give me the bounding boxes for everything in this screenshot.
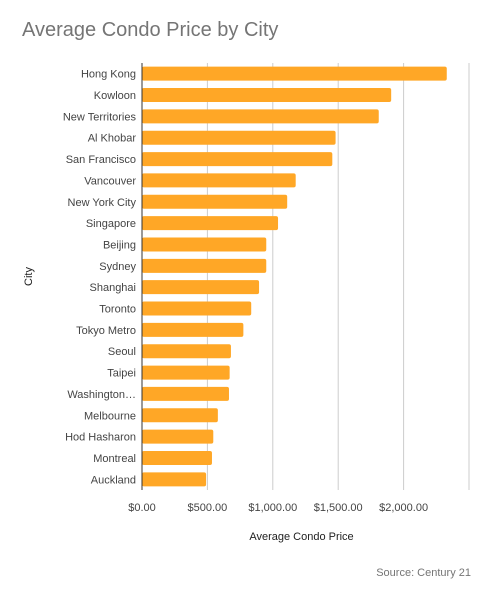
bar (142, 130, 336, 145)
bar (142, 88, 392, 103)
y-tick-label: Beijing (103, 239, 136, 251)
x-tick-label: $0.00 (128, 502, 156, 514)
x-tick-label: $1,500.00 (314, 502, 363, 514)
x-tick-label: $500.00 (188, 502, 228, 514)
y-tick-label: Auckland (91, 474, 136, 486)
y-axis-title: City (23, 267, 35, 286)
bar (142, 408, 218, 423)
bar (142, 322, 244, 337)
y-tick-label: Montreal (93, 453, 136, 465)
bar (142, 194, 288, 209)
y-tick-label: New York City (68, 197, 137, 209)
bar (142, 280, 260, 295)
y-tick-label: Hong Kong (81, 69, 136, 81)
y-tick-label: Shanghai (90, 282, 137, 294)
source-note: Source: Century 21 (376, 567, 471, 579)
bar (142, 344, 231, 359)
bar (142, 258, 267, 273)
bar (142, 429, 214, 444)
y-tick-label: Melbourne (84, 410, 136, 422)
y-tick-label: Seoul (108, 346, 136, 358)
y-tick-label: Hod Hasharon (65, 432, 136, 444)
y-tick-label: Washington… (67, 389, 136, 401)
y-tick-label: Vancouver (84, 175, 136, 187)
y-tick-label: Sydney (99, 261, 136, 273)
y-tick-label: Toronto (99, 304, 136, 316)
bar (142, 173, 296, 188)
x-tick-label: $2,000.00 (379, 502, 428, 514)
bar (142, 301, 252, 316)
y-tick-label: San Francisco (66, 154, 136, 166)
x-axis-title: Average Condo Price (249, 531, 353, 543)
bar (142, 109, 379, 124)
y-tick-label: Singapore (86, 218, 136, 230)
y-tick-label: Tokyo Metro (76, 325, 136, 337)
y-tick-label: Taipei (107, 368, 136, 380)
y-tick-label: Al Khobar (88, 133, 137, 145)
bar (142, 365, 230, 380)
y-tick-label: New Territories (63, 111, 137, 123)
bar (142, 66, 447, 81)
bar (142, 450, 212, 465)
bar (142, 472, 207, 487)
chart-title: Average Condo Price by City (22, 19, 279, 41)
bar (142, 386, 229, 401)
bar (142, 237, 267, 252)
x-tick-label: $1,000.00 (248, 502, 297, 514)
bar (142, 216, 279, 231)
y-tick-label: Kowloon (94, 90, 136, 102)
bar (142, 152, 333, 167)
